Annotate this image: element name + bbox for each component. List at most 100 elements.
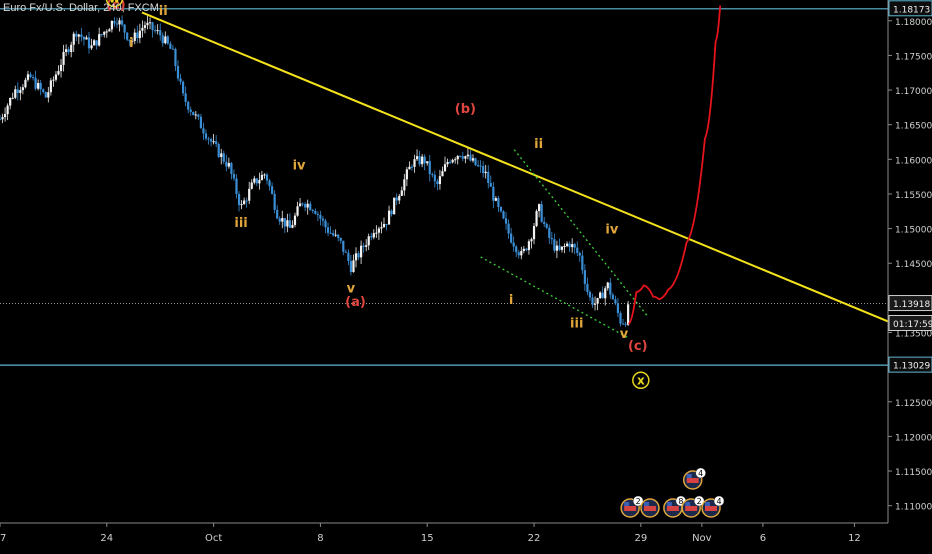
price-tick-label: 1.15500 (895, 191, 932, 201)
flag-stripe (666, 506, 679, 511)
candle-body (578, 252, 581, 256)
candle-body (118, 20, 121, 25)
candle-body (159, 30, 162, 36)
candle-body (359, 245, 363, 258)
candle-body (456, 155, 459, 160)
candle-body (115, 23, 119, 25)
price-tick-label: 1.15000 (895, 226, 932, 236)
candle-body (309, 203, 312, 211)
candle-body (39, 83, 42, 90)
candle-body (161, 35, 164, 44)
candle-body (334, 234, 337, 236)
candle-body (164, 36, 167, 44)
wave-label: iv (605, 222, 618, 237)
candle-body (209, 139, 213, 142)
candle-body (527, 241, 531, 251)
wave-label: i (509, 293, 513, 308)
price-tag-label: 01:17:59 (893, 320, 932, 330)
event-count: 4 (698, 469, 703, 478)
candle-body (347, 252, 350, 261)
candle-body (329, 232, 332, 234)
candle-body (240, 204, 243, 206)
candle-body (324, 220, 327, 228)
candle-body (306, 203, 309, 208)
candle-body (515, 246, 518, 253)
candle-body (568, 243, 571, 248)
time-axis: 17 24 Oct 8 15 22 29 Nov 6 12 (0, 522, 888, 544)
candle-body (29, 74, 32, 78)
candle-body (110, 20, 113, 30)
event-count-badge (713, 495, 725, 507)
candle-body (98, 34, 101, 46)
candle-body (131, 40, 134, 42)
candle-body (611, 294, 614, 300)
wave-label: iv (293, 159, 306, 174)
candle-body (103, 31, 106, 35)
candle-body (512, 242, 515, 247)
candle-body (154, 30, 157, 32)
candle-body (342, 240, 345, 252)
candle-body (596, 298, 599, 304)
wave-label: ii (159, 4, 168, 19)
projection-curve (627, 5, 722, 325)
event-marker: 2 (620, 495, 644, 518)
candle-body (65, 49, 68, 52)
candle-body (100, 34, 103, 36)
candle-body (181, 81, 185, 94)
candle-body (469, 154, 472, 161)
candle-body (113, 20, 116, 24)
candle-body (332, 233, 335, 236)
candle-body (421, 156, 424, 165)
candle-body (148, 22, 152, 24)
candle-body (225, 161, 228, 167)
flag-canton (686, 474, 692, 478)
candle-body (540, 204, 543, 222)
price-tick-label: 1.12000 (895, 433, 932, 443)
candle-body (418, 156, 421, 165)
candle-body (415, 156, 419, 160)
time-tick-label: 24 (100, 533, 113, 544)
wave-label: v (347, 281, 356, 296)
wave-label: (a) (345, 295, 366, 310)
candle-body (146, 22, 149, 26)
price-tick-label: 1.11000 (895, 503, 932, 513)
candle-body (298, 203, 302, 207)
candle-body (385, 223, 388, 225)
candle-body (253, 178, 256, 183)
candle-body (123, 24, 126, 33)
candle-body (248, 188, 251, 201)
event-count-badge (693, 495, 705, 507)
candle-body (95, 40, 98, 46)
candle-body (169, 43, 172, 49)
candle-body (627, 304, 630, 325)
time-tick-label: Oct (205, 533, 222, 544)
price-axis: 1.18000 1.17500 1.17000 1.16500 1.16000 1.155… (887, 0, 932, 550)
price-tick-label: 1.18000 (895, 18, 932, 28)
candle-body (619, 312, 622, 324)
candle-body (179, 78, 182, 82)
candle-body (403, 179, 406, 191)
candle-body (288, 220, 291, 228)
candle-body (9, 98, 12, 106)
candle-body (581, 255, 584, 271)
candle-body (558, 245, 561, 250)
flag-stripe (685, 506, 698, 511)
candle-body (316, 213, 319, 215)
flag-canton (666, 502, 672, 506)
candle-body (367, 236, 370, 246)
event-marker (640, 498, 660, 518)
candle-body (451, 159, 454, 163)
candle-body (441, 171, 444, 177)
price-tick-label: 1.12500 (895, 399, 932, 409)
candle-body (321, 218, 325, 221)
time-tick-label: Nov (692, 533, 712, 544)
candle-body (563, 246, 566, 248)
price-tick-label: 1.14500 (895, 260, 932, 270)
candle-body (273, 193, 276, 210)
candle-body (423, 156, 426, 164)
price-tag (888, 314, 932, 331)
wave-circle (632, 371, 650, 390)
price-axis-bg (888, 0, 932, 550)
